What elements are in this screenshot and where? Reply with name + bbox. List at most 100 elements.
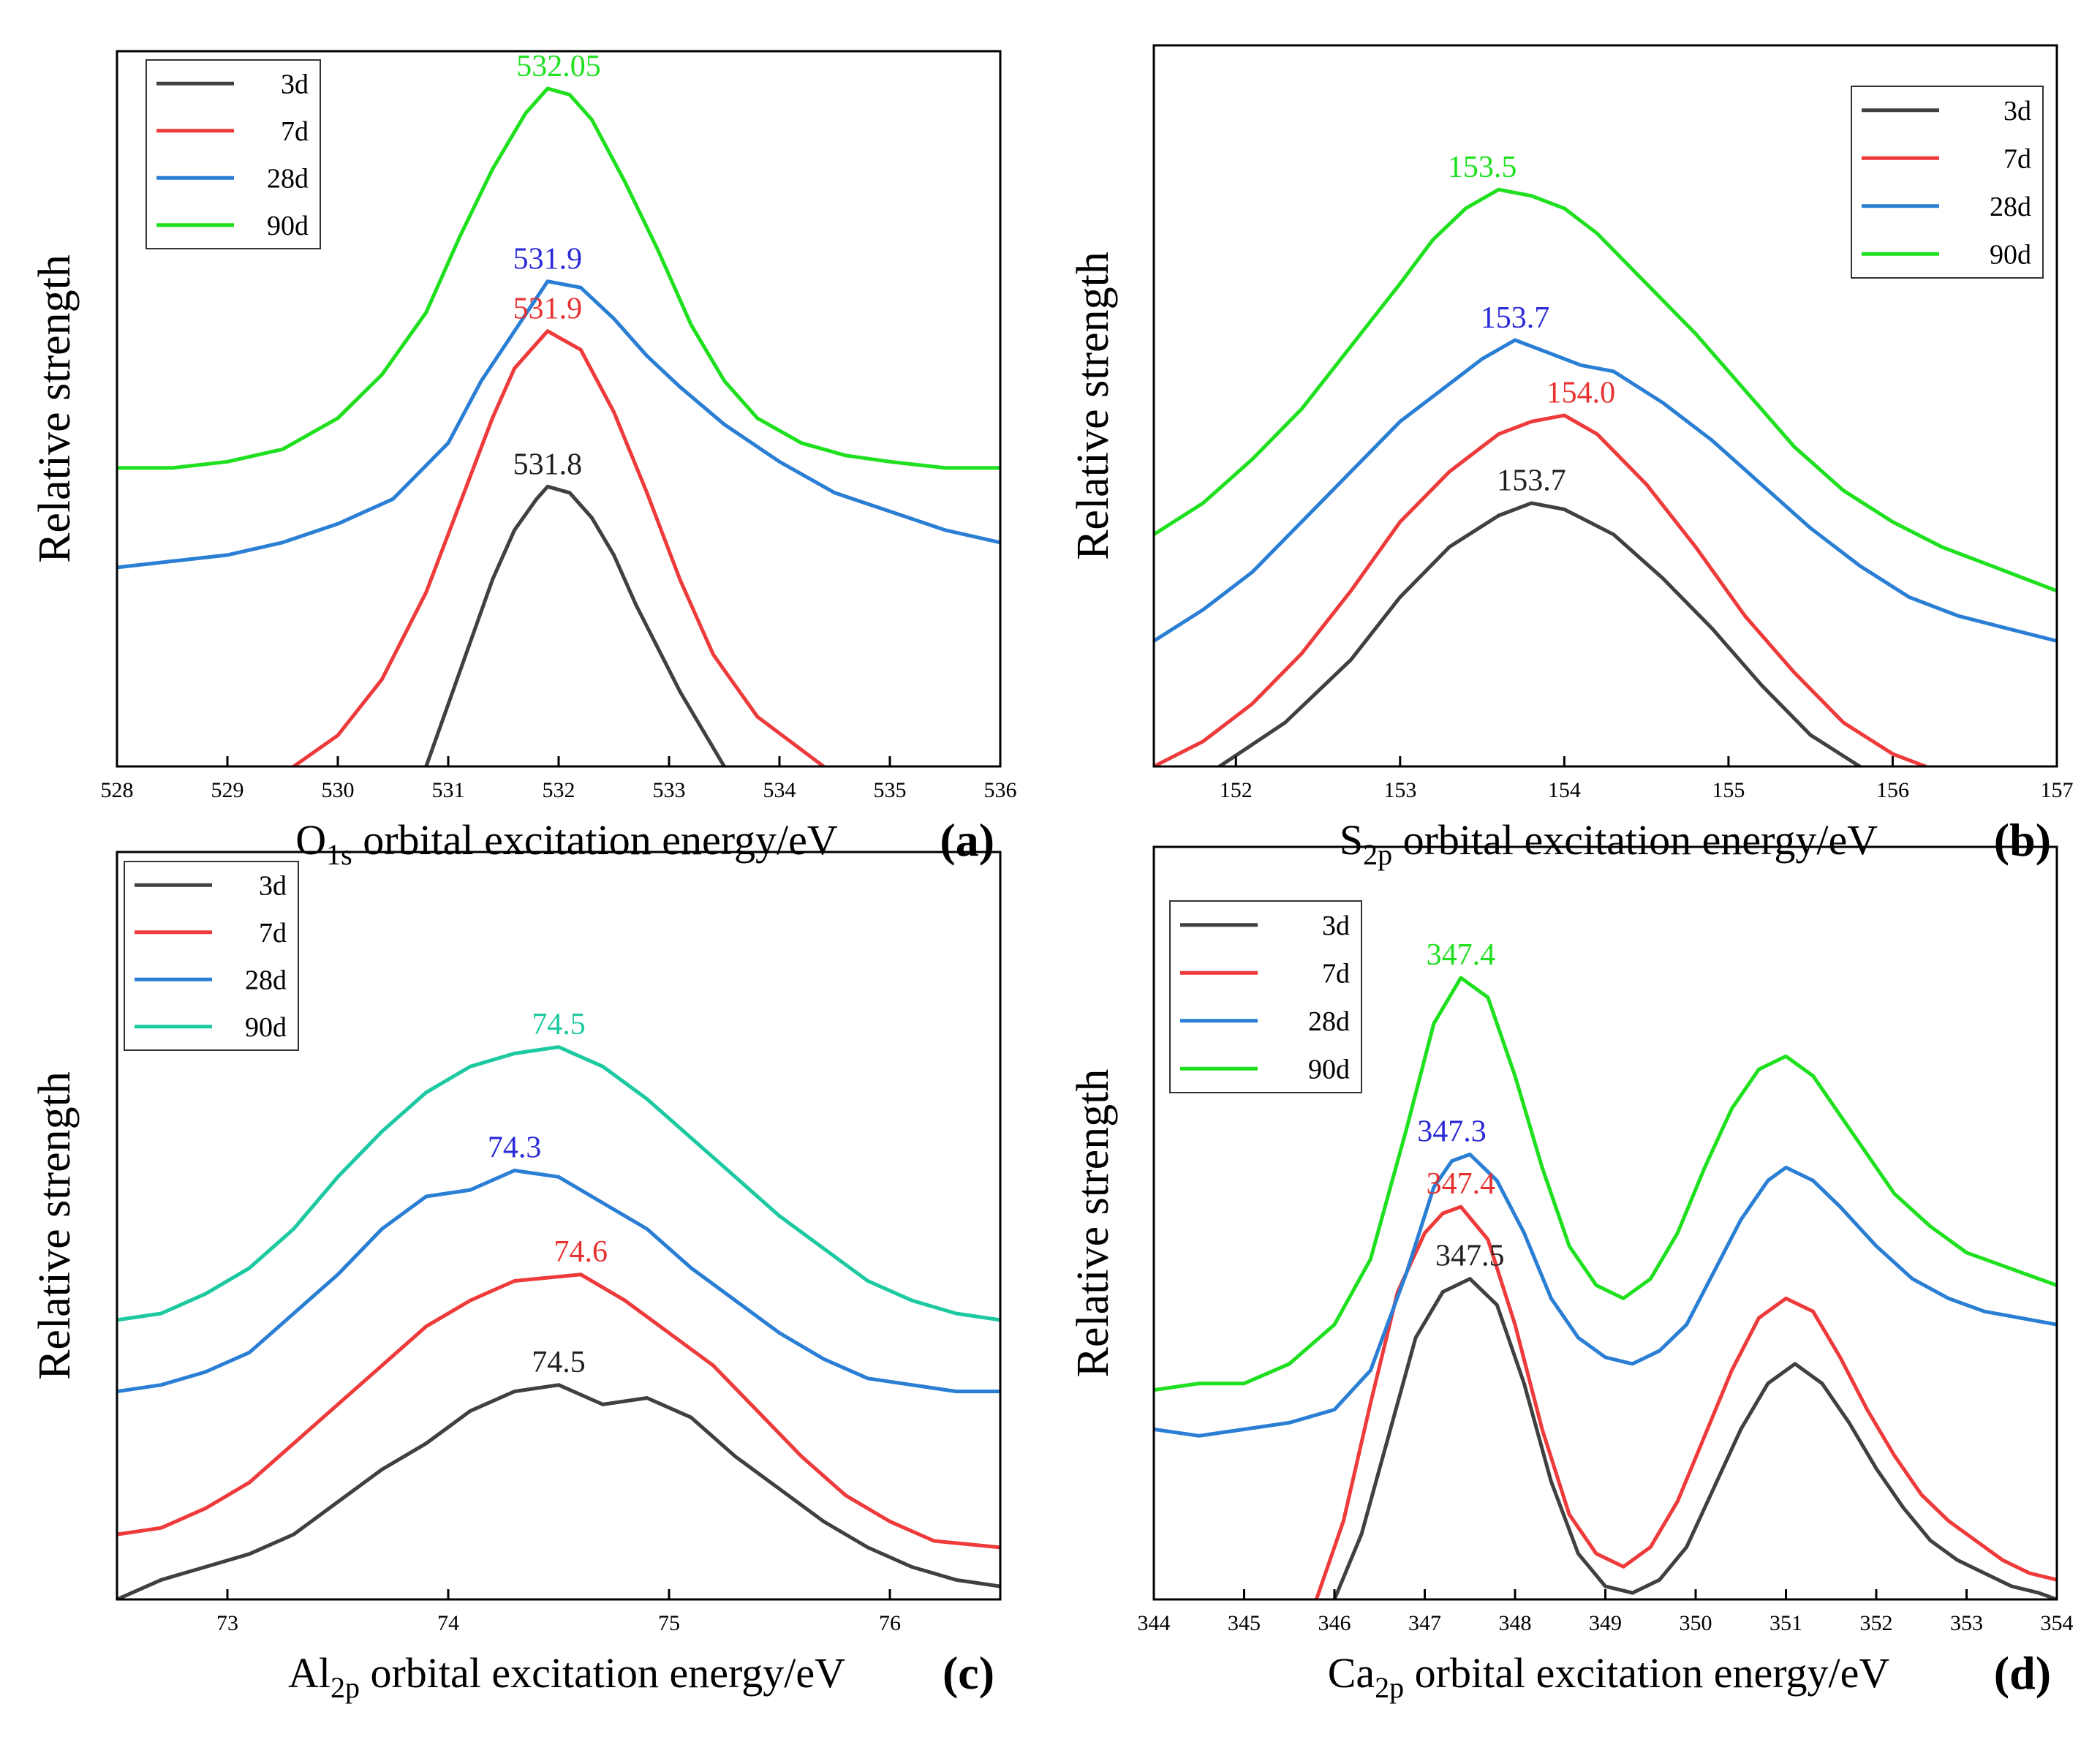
peak-label: 531.9 bbox=[513, 293, 583, 326]
y-axis-label: Relative strength bbox=[1068, 252, 1118, 560]
series-line-3d bbox=[1217, 501, 1862, 766]
peak-label: 154.0 bbox=[1546, 377, 1616, 410]
legend-label-28d: 28d bbox=[267, 163, 309, 194]
series-line-3d bbox=[117, 1383, 1000, 1599]
series-line-90d bbox=[117, 1045, 1000, 1322]
x-axis-label: S2p orbital excitation energy/eV bbox=[1340, 816, 1878, 871]
x-tick-label: 74 bbox=[437, 1611, 459, 1635]
legend: 3d 7d 28d 90d bbox=[124, 861, 299, 1051]
x-tick-label: 347 bbox=[1408, 1611, 1441, 1635]
legend-label-3d: 3d bbox=[259, 870, 287, 901]
series-line-28d bbox=[117, 1169, 1000, 1394]
x-tick-label: 154 bbox=[1548, 778, 1581, 802]
x-axis-label: O1s orbital excitation energy/eV bbox=[295, 816, 838, 871]
series-line-90d bbox=[117, 86, 1000, 470]
panel-tag: (d) bbox=[1994, 1647, 2051, 1699]
x-tick-label: 536 bbox=[984, 778, 1017, 802]
panel-tag: (a) bbox=[940, 814, 994, 866]
peak-label: 153.7 bbox=[1497, 464, 1566, 498]
x-tick-label: 535 bbox=[874, 778, 907, 802]
x-tick-label: 349 bbox=[1589, 1611, 1622, 1635]
x-tick-label: 153 bbox=[1383, 778, 1416, 802]
legend-label-3d: 3d bbox=[2003, 96, 2031, 127]
legend-label-3d: 3d bbox=[281, 69, 309, 99]
legend-box bbox=[146, 59, 321, 249]
legend-label-3d: 3d bbox=[1322, 911, 1350, 941]
legend-label-7d: 7d bbox=[1322, 958, 1350, 989]
peak-label: 74.5 bbox=[532, 1008, 586, 1041]
series-line-7d bbox=[1314, 1205, 2057, 1599]
x-tick-label: 529 bbox=[211, 778, 244, 802]
series-line-90d bbox=[1154, 976, 2057, 1392]
series-line-3d bbox=[1332, 1277, 2057, 1599]
panel-c: 73 74 75 76 Relative strength Al2p orbital ex… bbox=[30, 851, 1002, 1704]
x-tick-label: 75 bbox=[658, 1611, 680, 1635]
series-line-28d bbox=[117, 279, 1000, 570]
x-axis-label: Al2p orbital excitation energy/eV bbox=[288, 1649, 845, 1704]
x-tick-label: 76 bbox=[879, 1611, 901, 1635]
legend-label-28d: 28d bbox=[1990, 192, 2031, 222]
series-line-28d bbox=[1154, 1153, 2057, 1438]
legend-box bbox=[1169, 900, 1362, 1093]
x-tick-label: 354 bbox=[2041, 1611, 2074, 1635]
peak-label: 532.05 bbox=[516, 50, 601, 83]
x-tick-label: 345 bbox=[1228, 1611, 1261, 1635]
x-tick-label: 534 bbox=[763, 778, 796, 802]
peak-label: 531.9 bbox=[513, 243, 583, 276]
peak-label: 347.5 bbox=[1435, 1240, 1505, 1273]
legend-label-90d: 90d bbox=[1990, 239, 2031, 270]
x-tick-label: 155 bbox=[1712, 778, 1745, 802]
x-axis-label: Ca2p orbital excitation energy/eV bbox=[1328, 1649, 1890, 1704]
peak-label: 531.8 bbox=[513, 448, 583, 481]
peak-label: 74.6 bbox=[554, 1235, 608, 1269]
panel-d: 344 345 346 347 348 349 350 351 352 353 354 Relativ… bbox=[1068, 845, 2074, 1704]
x-tick-label: 152 bbox=[1220, 778, 1253, 802]
x-tick-label: 350 bbox=[1680, 1611, 1712, 1635]
panel-tag: (c) bbox=[943, 1647, 994, 1699]
y-axis-label: Relative strength bbox=[30, 255, 80, 563]
axis-frame bbox=[1152, 44, 2058, 768]
legend-box bbox=[1851, 86, 2044, 279]
legend-label-7d: 7d bbox=[281, 116, 309, 147]
legend-box bbox=[124, 861, 299, 1051]
legend-label-7d: 7d bbox=[2003, 143, 2031, 174]
axis-frame bbox=[116, 851, 1002, 1601]
peak-label: 153.7 bbox=[1481, 301, 1550, 335]
legend: 3d 7d 28d 90d bbox=[146, 59, 321, 249]
peak-label: 74.5 bbox=[532, 1346, 586, 1379]
series-line-28d bbox=[1154, 338, 2057, 643]
x-tick-label: 533 bbox=[653, 778, 686, 802]
series-line-3d bbox=[424, 484, 726, 766]
x-tick-label: 346 bbox=[1318, 1611, 1351, 1635]
x-tick-label: 532 bbox=[543, 778, 575, 802]
x-tick-label: 351 bbox=[1769, 1611, 1802, 1635]
legend-label-90d: 90d bbox=[267, 211, 309, 241]
legend-label-28d: 28d bbox=[245, 965, 287, 995]
peak-label: 347.3 bbox=[1417, 1115, 1487, 1149]
panel-tag: (b) bbox=[1994, 814, 2051, 866]
series-line-7d bbox=[117, 1273, 1000, 1550]
legend-label-7d: 7d bbox=[259, 918, 287, 949]
panel-a: 528 529 530 531 532 533 534 535 536 Relative stre… bbox=[30, 50, 1017, 871]
y-axis-label: Relative strength bbox=[1068, 1069, 1118, 1378]
series-line-7d bbox=[292, 329, 826, 766]
legend-label-90d: 90d bbox=[245, 1012, 287, 1043]
x-tick-label: 157 bbox=[2041, 778, 2074, 802]
peak-label: 347.4 bbox=[1427, 1167, 1496, 1201]
series-line-7d bbox=[1154, 413, 1927, 766]
x-tick-label: 531 bbox=[432, 778, 465, 802]
x-tick-label: 156 bbox=[1876, 778, 1909, 802]
legend: 3d 7d 28d 90d bbox=[1169, 900, 1362, 1093]
legend: 3d 7d 28d 90d bbox=[1851, 86, 2044, 279]
x-tick-label: 353 bbox=[1950, 1611, 1983, 1635]
x-tick-label: 530 bbox=[322, 778, 355, 802]
peak-label: 347.4 bbox=[1427, 938, 1496, 972]
x-tick-label: 73 bbox=[216, 1611, 238, 1635]
x-tick-label: 348 bbox=[1499, 1611, 1532, 1635]
legend-label-90d: 90d bbox=[1308, 1054, 1350, 1085]
x-tick-label: 344 bbox=[1138, 1611, 1171, 1635]
peak-label: 74.3 bbox=[488, 1131, 542, 1165]
y-axis-label: Relative strength bbox=[30, 1071, 80, 1380]
x-tick-label: 528 bbox=[101, 778, 134, 802]
